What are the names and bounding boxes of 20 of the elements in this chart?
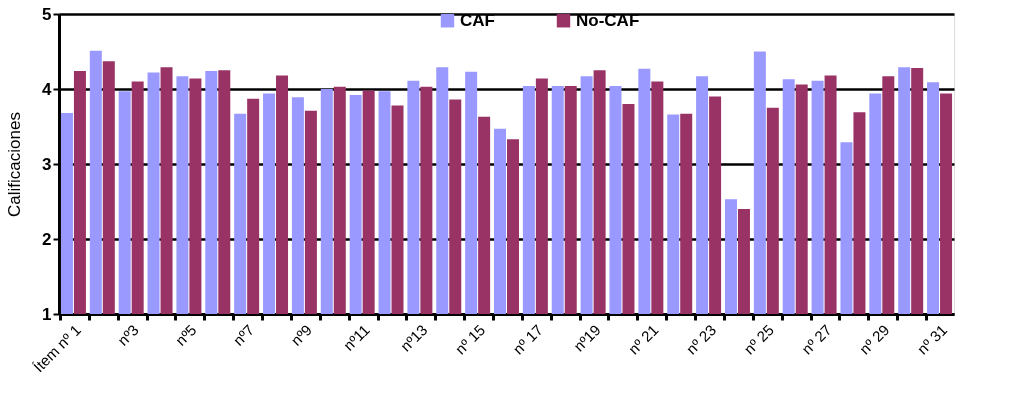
y-axis-title: Calificaciones	[5, 112, 25, 217]
y-tick-label: 4	[42, 79, 53, 99]
x-tick-label: nº11	[339, 321, 373, 354]
x-tick-label: nº5	[171, 321, 200, 349]
x-tick-label: nº 27	[798, 321, 835, 358]
y-tick-label: 1	[42, 304, 52, 324]
x-tick-label: nº9	[287, 321, 316, 349]
x-tick-label: nº 15	[451, 321, 489, 358]
x-tick-label: Ítem nº 1	[29, 321, 85, 376]
x-tick-label: nº 31	[913, 321, 951, 358]
y-tick-label: 3	[42, 154, 52, 174]
x-tick-label: nº 25	[740, 321, 777, 358]
y-tick-label: 2	[42, 229, 52, 249]
x-tick-label: nº 17	[509, 321, 546, 358]
y-tick-label: 5	[42, 4, 52, 24]
x-tick-label: nº7	[229, 321, 258, 349]
x-tick-label: nº 23	[682, 321, 720, 358]
x-tick-label: nº 21	[624, 321, 662, 358]
x-tick-label: nº 29	[855, 321, 893, 358]
x-tick-label: nº3	[114, 321, 142, 349]
